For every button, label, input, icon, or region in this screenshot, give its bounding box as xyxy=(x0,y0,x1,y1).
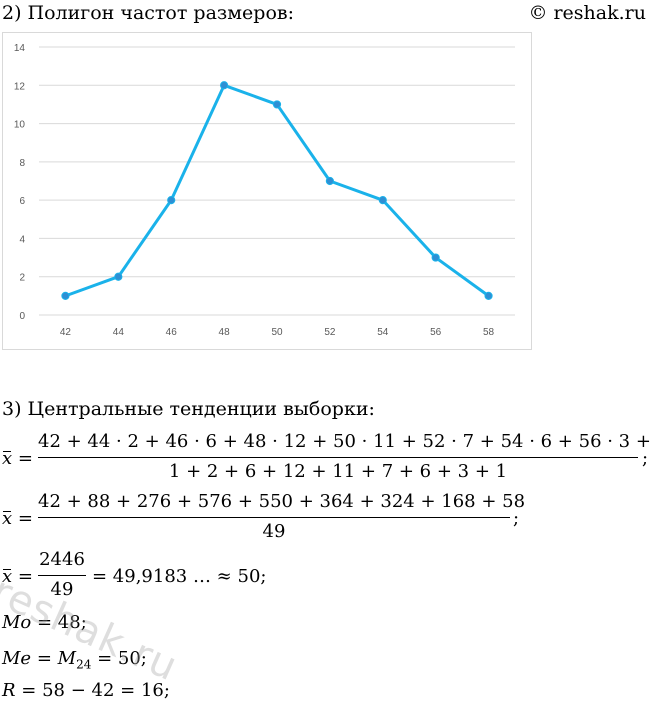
x-tick-label: 42 xyxy=(60,327,72,338)
x-tick-label: 50 xyxy=(271,327,283,338)
copyright-label: © reshak.ru xyxy=(528,2,646,24)
y-tick-label: 4 xyxy=(19,234,25,245)
mean-line3-denominator: 49 xyxy=(50,579,74,600)
y-tick-label: 12 xyxy=(14,81,26,92)
range-value: = 58 − 42 = 16; xyxy=(15,680,170,701)
fraction-bar xyxy=(38,517,510,518)
median-line: Me = M24 = 50; xyxy=(2,648,147,672)
x-tick-label: 56 xyxy=(430,327,442,338)
x-tick-label: 44 xyxy=(113,327,125,338)
frequency-polygon-chart: 0 2 4 6 8 10 12 14 42 44 46 48 50 52 54 56 58 xyxy=(2,32,532,350)
series-line xyxy=(63,83,491,298)
median-eq: = xyxy=(31,648,58,669)
data-point xyxy=(220,81,229,90)
mean-line1-lhs: x = xyxy=(2,448,33,469)
data-point xyxy=(114,272,123,281)
x-tick-label: 54 xyxy=(377,327,389,338)
mean-line2-denominator: 49 xyxy=(262,521,286,542)
y-tick-label: 0 xyxy=(19,311,25,322)
section3-heading: 3) Центральные тенденции выборки: xyxy=(2,398,375,420)
y-tick-label: 14 xyxy=(14,43,26,54)
x-tick-label: 52 xyxy=(324,327,336,338)
fraction-bar xyxy=(38,457,638,458)
median-value: = 50; xyxy=(91,648,147,669)
mean-line2-lhs: x = xyxy=(2,508,33,529)
mean-line3-numerator: 2446 xyxy=(39,549,85,570)
x-tick-label: 48 xyxy=(219,327,231,338)
mean-line3-result: = 49,9183 … ≈ 50; xyxy=(92,566,267,587)
data-point xyxy=(431,253,440,262)
mode-value: = 48; xyxy=(31,612,87,633)
median-symbol: Me xyxy=(2,648,32,669)
y-tick-label: 6 xyxy=(19,196,25,207)
mode-symbol: Mo xyxy=(2,612,32,633)
equals-sign: = xyxy=(17,566,33,587)
data-point xyxy=(378,196,387,205)
y-tick-label: 8 xyxy=(19,158,25,169)
mean-line3-lhs: x = xyxy=(2,566,33,587)
range-line: R = 58 − 42 = 16; xyxy=(2,680,170,701)
mode-line: Mo = 48; xyxy=(2,612,87,633)
data-point xyxy=(325,176,334,186)
range-symbol: R xyxy=(2,680,16,701)
y-tick-label: 2 xyxy=(19,273,25,284)
data-point xyxy=(484,291,493,300)
median-m-symbol: M xyxy=(57,648,77,669)
semicolon: ; xyxy=(642,448,649,469)
equals-sign: = xyxy=(17,508,33,529)
mean-line1-numerator: 42 + 44 · 2 + 46 · 6 + 48 · 12 + 50 · 11… xyxy=(38,431,650,452)
data-point xyxy=(167,196,176,205)
equals-sign: = xyxy=(17,448,33,469)
chart-heading: 2) Полигон частот размеров: xyxy=(2,2,294,24)
median-subscript: 24 xyxy=(76,657,92,672)
mean-line1-denominator: 1 + 2 + 6 + 12 + 11 + 7 + 6 + 3 + 1 xyxy=(168,461,508,482)
mean-symbol: x xyxy=(2,566,13,587)
semicolon: ; xyxy=(513,508,520,529)
y-tick-label: 10 xyxy=(14,120,26,131)
x-tick-label: 46 xyxy=(166,327,178,338)
data-point xyxy=(61,291,70,300)
mean-symbol: x xyxy=(2,508,13,529)
x-tick-label: 58 xyxy=(483,327,495,338)
mean-line2-numerator: 42 + 88 + 276 + 576 + 550 + 364 + 324 + … xyxy=(38,491,526,512)
mean-symbol: x xyxy=(2,448,13,469)
data-point xyxy=(272,100,282,109)
fraction-bar xyxy=(38,575,86,576)
